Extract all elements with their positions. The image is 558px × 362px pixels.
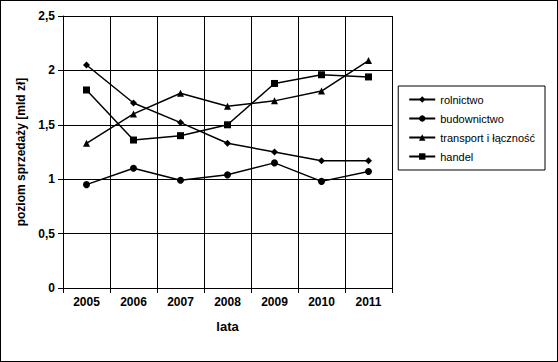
svg-text:0: 0 xyxy=(48,281,55,295)
svg-text:2008: 2008 xyxy=(214,295,241,309)
svg-text:2: 2 xyxy=(48,63,55,77)
svg-text:2,5: 2,5 xyxy=(38,9,55,23)
svg-text:transport i łączność: transport i łączność xyxy=(440,132,535,144)
svg-text:0,5: 0,5 xyxy=(38,227,55,241)
svg-text:2009: 2009 xyxy=(261,295,288,309)
svg-text:2007: 2007 xyxy=(167,295,194,309)
svg-text:2011: 2011 xyxy=(355,295,381,309)
svg-text:2005: 2005 xyxy=(73,295,100,309)
svg-text:1: 1 xyxy=(48,172,55,186)
svg-text:rolnictwo: rolnictwo xyxy=(440,94,483,106)
svg-text:2010: 2010 xyxy=(308,295,335,309)
svg-text:1,5: 1,5 xyxy=(38,118,55,132)
svg-text:poziom sprzedaży [mld zł]: poziom sprzedaży [mld zł] xyxy=(14,78,28,227)
svg-text:budownictwo: budownictwo xyxy=(440,113,504,125)
svg-text:lata: lata xyxy=(216,319,239,334)
svg-text:handel: handel xyxy=(440,151,473,163)
svg-text:2006: 2006 xyxy=(120,295,147,309)
